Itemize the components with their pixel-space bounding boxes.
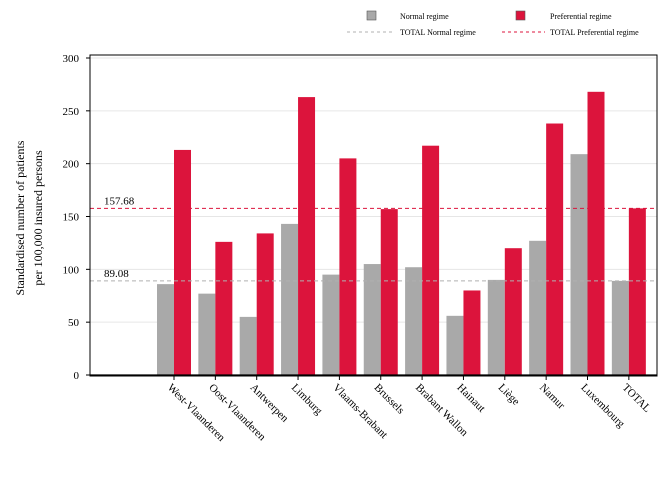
bar-preferential [463, 290, 481, 375]
bar-preferential [380, 209, 398, 375]
axes: 050100150200250300West-VlaanderenOost-Vl… [63, 53, 657, 444]
bar-normal [239, 316, 257, 375]
y-tick-label: 100 [63, 264, 80, 276]
bar-preferential [504, 248, 522, 375]
y-tick-label: 0 [74, 370, 80, 382]
legend-label-preferential: Preferential regime [550, 12, 612, 21]
x-tick-label: Brussels [372, 382, 407, 417]
bar-preferential [422, 145, 440, 375]
bar-preferential [215, 241, 233, 375]
legend-label-total-normal: TOTAL Normal regime [400, 28, 476, 37]
y-tick-label: 200 [63, 159, 80, 171]
y-tick-label: 150 [63, 212, 80, 224]
reference-lines: 89.08 157.68 [90, 195, 657, 282]
plot-frame [89, 54, 658, 377]
bar-normal [405, 267, 423, 375]
bar-normal [281, 223, 299, 375]
y-tick-label: 300 [63, 53, 80, 65]
bar-preferential [546, 123, 564, 375]
bar-normal [529, 240, 547, 375]
x-tick-label: Limburg [289, 382, 325, 418]
bar-preferential [587, 91, 605, 376]
legend: Normal regime Preferential regime TOTAL … [347, 10, 639, 37]
x-tick-label: Liège [496, 382, 522, 408]
x-tick-label: TOTAL [620, 382, 653, 415]
bar-preferential [339, 158, 357, 375]
x-tick-label: Hainaut [454, 382, 487, 415]
bar-preferential [256, 233, 274, 375]
bars [157, 91, 646, 376]
bar-normal [157, 284, 174, 375]
bar-normal [487, 279, 505, 375]
bar-preferential [174, 149, 191, 375]
bar-normal [363, 264, 381, 375]
y-tick-label: 50 [68, 317, 80, 329]
reference-label-total-normal: 89.08 [104, 268, 129, 280]
legend-label-normal: Normal regime [400, 12, 449, 21]
bar-normal [611, 280, 629, 375]
bar-preferential [298, 97, 316, 375]
legend-label-total-preferential: TOTAL Preferential regime [550, 28, 639, 37]
reference-label-total-preferential: 157.68 [104, 195, 135, 207]
y-axis-title-line-1: Standardised number of patients [13, 140, 27, 295]
y-axis-title-line-2: per 100,000 insured persons [31, 150, 45, 286]
bar-normal [570, 154, 588, 375]
y-tick-label: 250 [63, 106, 80, 118]
bar-preferential [628, 208, 646, 375]
bar-normal [446, 315, 464, 375]
bar-normal [198, 293, 216, 375]
bar-normal [322, 274, 340, 375]
x-tick-label: Antwerpen [248, 382, 291, 425]
x-tick-label: Namur [537, 382, 567, 412]
legend-swatch-preferential [515, 10, 526, 21]
legend-swatch-normal [366, 10, 377, 21]
